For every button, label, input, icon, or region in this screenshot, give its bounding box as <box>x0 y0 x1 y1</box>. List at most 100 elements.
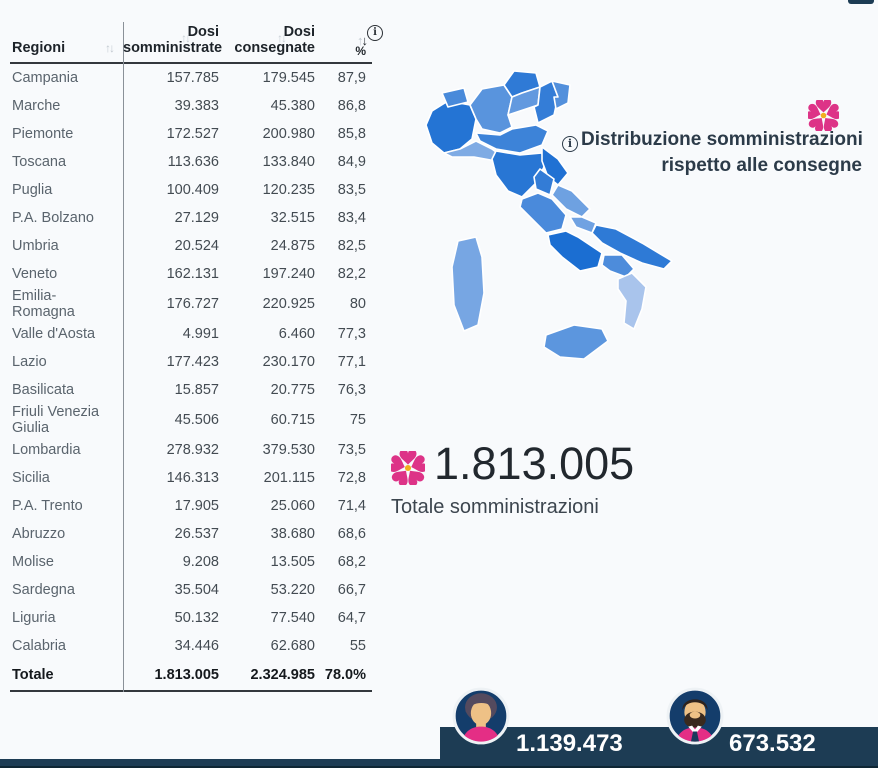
table-header-row: Regioni ↑↓ Dosi somministrate ↑↓ Dosi co… <box>10 22 372 64</box>
table-row[interactable]: Puglia 100.409 120.235 83,5 <box>10 176 372 204</box>
region-name-cell: Piemonte <box>12 126 74 142</box>
delivered-cell: 25.060 <box>270 498 315 514</box>
table-row[interactable]: Sardegna 35.504 53.220 66,7 <box>10 576 372 604</box>
percent-cell: 77,3 <box>337 326 366 342</box>
region-toscana[interactable] <box>491 150 545 198</box>
table-row[interactable]: Liguria 50.132 77.540 64,7 <box>10 604 372 632</box>
column-header-regioni[interactable]: Regioni ↑↓ <box>10 40 123 56</box>
info-icon[interactable]: i <box>562 136 578 152</box>
region-name-cell: Emilia-Romagna <box>12 288 75 320</box>
column-header-dosi-consegnate[interactable]: Dosi consegnate ↑↓ <box>227 24 323 56</box>
table-body: Campania 157.785 179.545 87,9 Marche 39.… <box>10 64 372 692</box>
table-row[interactable]: Veneto 162.131 197.240 82,2 <box>10 260 372 288</box>
delivered-cell: 38.680 <box>270 526 315 542</box>
region-sardegna[interactable] <box>451 236 485 332</box>
regions-table: Regioni ↑↓ Dosi somministrate ↑↓ Dosi co… <box>10 22 383 692</box>
administered-cell: 50.132 <box>174 610 219 626</box>
region-lazio[interactable] <box>519 192 567 234</box>
table-row[interactable]: Molise 9.208 13.505 68,2 <box>10 548 372 576</box>
map-note-line1: Distribuzione somministrazioni <box>581 129 863 150</box>
column-header-dosi-somministrate[interactable]: Dosi somministrate ↑↓ <box>123 24 227 56</box>
sort-icon-active[interactable]: ↑↓ <box>357 34 368 47</box>
region-molise[interactable] <box>569 216 597 234</box>
administered-cell: 17.905 <box>174 498 219 514</box>
region-name-cell: Umbria <box>12 238 59 254</box>
region-name-cell: Liguria <box>12 610 56 626</box>
percent-cell: 84,9 <box>337 154 366 170</box>
administered-cell: 35.504 <box>174 582 219 598</box>
male-count: 673.532 <box>729 730 816 757</box>
table-row[interactable]: Emilia-Romagna 176.727 220.925 80 <box>10 288 372 320</box>
total-label: Totale <box>12 667 54 683</box>
region-name-cell: Lazio <box>12 354 47 370</box>
sort-icon[interactable]: ↑↓ <box>181 31 191 45</box>
total-percent: 78.0% <box>324 667 366 683</box>
percent-cell: 80 <box>349 296 366 312</box>
top-right-partial-element <box>848 0 874 4</box>
region-campania[interactable] <box>547 230 603 272</box>
administered-cell: 172.527 <box>166 126 219 142</box>
percent-cell: 68,2 <box>337 554 366 570</box>
sort-icon[interactable]: ↑↓ <box>105 41 115 55</box>
region-name-cell: Puglia <box>12 182 53 198</box>
table-row[interactable]: Basilicata 15.857 20.775 76,3 <box>10 376 372 404</box>
percent-cell: 83,5 <box>337 182 366 198</box>
table-row[interactable]: Valle d'Aosta 4.991 6.460 77,3 <box>10 320 372 348</box>
table-row[interactable]: Sicilia 146.313 201.115 72,8 <box>10 464 372 492</box>
table-row[interactable]: Abruzzo 26.537 38.680 68,6 <box>10 520 372 548</box>
table-row[interactable]: Friuli Venezia Giulia 45.506 60.715 75 <box>10 404 372 436</box>
table-row[interactable]: Marche 39.383 45.380 86,8 <box>10 92 372 120</box>
percent-cell: 82,5 <box>337 238 366 254</box>
percent-cell: 64,7 <box>337 610 366 626</box>
table-row[interactable]: Lazio 177.423 230.170 77,1 <box>10 348 372 376</box>
percent-cell: 87,9 <box>337 70 366 86</box>
column-header-line2: somministrate <box>123 40 223 56</box>
delivered-cell: 230.170 <box>262 354 315 370</box>
info-icon[interactable]: i <box>367 25 383 41</box>
region-friuli-venezia-giulia[interactable] <box>551 80 571 110</box>
map-note: i Distribuzione somministrazioni rispetto… <box>562 127 863 179</box>
region-sicilia[interactable] <box>543 324 609 360</box>
administered-cell: 157.785 <box>166 70 219 86</box>
percent-cell: 76,3 <box>337 382 366 398</box>
table-column-divider <box>123 22 124 692</box>
percent-cell: 83,4 <box>337 210 366 226</box>
table-row[interactable]: P.A. Bolzano 27.129 32.515 83,4 <box>10 204 372 232</box>
column-header-percent[interactable]: ↑↓ % <box>323 34 372 57</box>
region-name-cell: Abruzzo <box>12 526 66 542</box>
delivered-cell: 133.840 <box>262 154 315 170</box>
delivered-cell: 379.530 <box>262 442 315 458</box>
table-row[interactable]: Calabria 34.446 62.680 55 <box>10 632 372 660</box>
delivered-cell: 197.240 <box>262 266 315 282</box>
male-avatar-icon <box>666 687 724 745</box>
column-header-line2: consegnate <box>234 40 315 56</box>
administered-cell: 146.313 <box>166 470 219 486</box>
table-row[interactable]: P.A. Trento 17.905 25.060 71,4 <box>10 492 372 520</box>
region-name-cell: Marche <box>12 98 61 114</box>
region-emilia-romagna[interactable] <box>475 124 549 154</box>
percent-cell: 72,8 <box>337 470 366 486</box>
female-count: 1.139.473 <box>516 730 623 757</box>
region-calabria[interactable] <box>617 272 647 330</box>
table-row[interactable]: Piemonte 172.527 200.980 85,8 <box>10 120 372 148</box>
table-row[interactable]: Umbria 20.524 24.875 82,5 <box>10 232 372 260</box>
region-puglia[interactable] <box>591 224 673 270</box>
region-name-cell: Basilicata <box>12 382 75 398</box>
percent-cell: 85,8 <box>337 126 366 142</box>
delivered-cell: 77.540 <box>270 610 315 626</box>
sort-icon[interactable]: ↑↓ <box>277 31 287 45</box>
administered-cell: 45.506 <box>174 412 219 428</box>
table-row[interactable]: Lombardia 278.932 379.530 73,5 <box>10 436 372 464</box>
percent-cell: 77,1 <box>337 354 366 370</box>
region-name-cell: P.A. Bolzano <box>12 210 94 226</box>
region-lombardia[interactable] <box>469 84 513 134</box>
delivered-cell: 201.115 <box>263 470 315 486</box>
region-valle-daosta[interactable] <box>441 87 469 108</box>
administered-cell: 100.409 <box>166 182 219 198</box>
italy-map-svg <box>425 70 673 360</box>
table-row[interactable]: Campania 157.785 179.545 87,9 <box>10 64 372 92</box>
region-umbria[interactable] <box>533 168 555 196</box>
table-row[interactable]: Toscana 113.636 133.840 84,9 <box>10 148 372 176</box>
region-name-cell: Calabria <box>12 638 66 654</box>
total-administered-value: 1.813.005 <box>434 438 635 489</box>
